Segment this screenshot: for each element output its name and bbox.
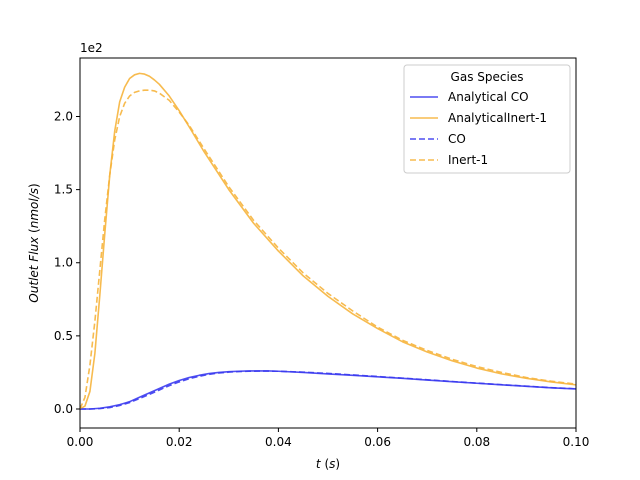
x-tick-label: 0.06 — [364, 435, 391, 449]
legend-title: Gas Species — [451, 70, 524, 84]
legend-label: AnalyticalInert-1 — [448, 111, 547, 125]
y-tick-label: 2.0 — [54, 109, 73, 123]
legend-entries: Analytical CO AnalyticalInert-1 CO Inert-1 — [410, 90, 547, 167]
x-tick-label: 0.10 — [563, 435, 590, 449]
legend-box — [403, 64, 571, 174]
legend: Gas Species Analytical CO AnalyticalInert… — [403, 64, 571, 174]
x-axis: 0.00 0.02 0.04 0.06 0.08 0.10 — [67, 428, 590, 449]
plot-frame — [79, 57, 577, 429]
x-tick-label: 0.08 — [463, 435, 490, 449]
y-tick-label: 1.0 — [54, 256, 73, 270]
x-tick-label: 0.00 — [67, 435, 94, 449]
y-axis-label: Outlet Flux (nmol/s) — [27, 183, 41, 302]
x-axis-label: t (s) — [316, 457, 340, 471]
legend-label: Inert-1 — [448, 153, 488, 167]
legend-label: CO — [448, 132, 466, 146]
y-axis: 0.0 0.5 1.0 1.5 2.0 — [54, 109, 80, 416]
x-tick-label: 0.02 — [166, 435, 193, 449]
y-tick-label: 1.5 — [54, 183, 73, 197]
legend-label: Analytical CO — [448, 90, 529, 104]
y-tick-label: 0.0 — [54, 402, 73, 416]
y-offset-label: 1e2 — [80, 41, 103, 55]
x-tick-label: 0.04 — [265, 435, 292, 449]
series-line-inert-1 — [79, 89, 577, 410]
series-line-co — [80, 370, 577, 410]
series-layer — [79, 72, 577, 410]
y-tick-label: 0.5 — [54, 329, 73, 343]
